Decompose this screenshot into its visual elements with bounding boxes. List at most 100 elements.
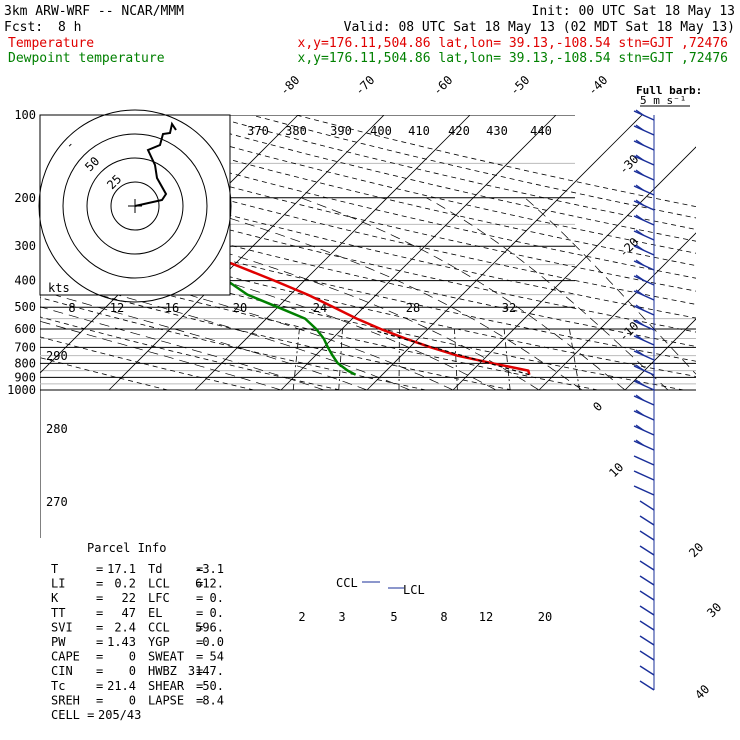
parcel-info-equals: = xyxy=(96,577,103,591)
wind-barb-flag xyxy=(635,349,645,356)
wind-barb-flag xyxy=(635,319,645,326)
wind-barb-flag xyxy=(635,244,645,251)
parcel-info-key: LAPSE xyxy=(148,693,184,707)
parcel-info-value: 0 xyxy=(129,664,136,678)
isotherm-line xyxy=(624,318,696,391)
parcel-info-value: 3147. xyxy=(188,664,224,678)
wind-barb-flag xyxy=(635,229,645,236)
wind-barb xyxy=(639,500,655,511)
lcl-label: LCL xyxy=(403,583,425,597)
dry-adiabat-line xyxy=(206,115,696,230)
theta-tick-label: 430 xyxy=(486,124,508,138)
parcel-info-equals: = xyxy=(196,606,203,620)
dry-adiabat-line xyxy=(40,297,426,391)
parcel-info-value: 50. xyxy=(202,679,224,693)
parcel-info-value: 0.0 xyxy=(202,635,224,649)
parcel-info-equals: = xyxy=(196,620,203,634)
wind-barbs xyxy=(633,109,655,691)
mixing-ratio-tick-label: 12 xyxy=(479,610,493,624)
parcel-info-equals: = xyxy=(96,562,103,576)
parcel-info-value: 2.4 xyxy=(114,620,136,634)
theta-tick-label: 290 xyxy=(46,349,68,363)
dry-adiabat-line xyxy=(40,336,254,391)
isotherm-tick-label: -70 xyxy=(352,73,377,98)
theta-tick-label: 370 xyxy=(247,124,269,138)
wind-barb-flag xyxy=(635,184,645,191)
pressure-tick-label: 200 xyxy=(14,191,36,205)
isotherm-tick-label: 20 xyxy=(686,540,706,560)
wind-barb-flag xyxy=(635,109,645,116)
barb-legend-line2: 5 m s⁻¹ xyxy=(640,94,686,107)
isotherm-tick-label: 30 xyxy=(704,600,724,620)
isotherm-line xyxy=(366,115,643,391)
wind-barb-flag xyxy=(635,214,645,221)
parcel-info-equals: = xyxy=(96,591,103,605)
parcel-info-key: TT xyxy=(51,606,65,620)
parcel-info-equals: = xyxy=(96,606,103,620)
mixing-ratio-tick-label: 28 xyxy=(406,301,420,315)
model-title: 3km ARW-WRF -- NCAR/MMM xyxy=(4,4,184,19)
hodograph-ring xyxy=(110,181,160,231)
isotherm-tick-label: -50 xyxy=(507,73,532,98)
parcel-info-key: SREH xyxy=(51,693,80,707)
parcel-info-background xyxy=(40,538,230,730)
wind-barb xyxy=(639,605,655,616)
wind-barb-flag xyxy=(635,409,645,416)
isotherm-line xyxy=(108,115,385,391)
wind-barb xyxy=(639,665,655,676)
parcel-info-equals: = xyxy=(96,635,103,649)
parcel-info-key: LCL xyxy=(148,577,170,591)
dry-adiabat-line xyxy=(295,115,696,208)
parcel-info-equals: = xyxy=(96,620,103,634)
isotherm-tick-label: 10 xyxy=(606,460,626,480)
dry-adiabat-line xyxy=(40,117,696,279)
wind-barb xyxy=(633,485,655,496)
hodograph-trace xyxy=(134,121,177,207)
dry-adiabat-line xyxy=(40,132,696,292)
isotherm-tick-label: -60 xyxy=(430,73,455,98)
theta-tick-label: 280 xyxy=(46,422,68,436)
parcel-info-key: CCL xyxy=(148,620,170,634)
isotherm-tick-label: -40 xyxy=(585,73,610,98)
theta-tick-label: 410 xyxy=(408,124,430,138)
wind-barb-flag xyxy=(635,289,645,296)
init-time: Init: 00 UTC Sat 18 May 13 xyxy=(532,4,736,19)
hodograph-ring xyxy=(86,157,184,255)
parcel-info-equals: = xyxy=(196,693,203,707)
pressure-tick-label: 400 xyxy=(14,274,36,288)
parcel-info-key: SVI xyxy=(51,620,73,634)
wind-barb-flag xyxy=(635,424,645,431)
parcel-info-key: YGP xyxy=(148,635,170,649)
dry-adiabat-line xyxy=(40,146,696,305)
parcel-info-equals: = xyxy=(196,562,203,576)
isotherm-tick-label: 0 xyxy=(590,399,605,414)
parcel-info-equals: = xyxy=(196,591,203,605)
wind-barb-flag xyxy=(635,139,645,146)
wind-barb-flag xyxy=(635,304,645,311)
parcel-info-equals: = xyxy=(196,650,203,664)
wind-barb-flag xyxy=(635,124,645,131)
pressure-tick-label: 100 xyxy=(14,108,36,122)
parcel-info-key: Tc xyxy=(51,679,65,693)
mixing-ratio-tick-label: 24 xyxy=(313,301,327,315)
parcel-info-equals: = xyxy=(96,693,103,707)
hodograph-ring xyxy=(62,133,208,279)
parcel-info-equals: = xyxy=(96,650,103,664)
dry-adiabat-line xyxy=(117,115,696,254)
parcel-info-value: 47 xyxy=(122,606,136,620)
parcel-info-value: 0 xyxy=(129,693,136,707)
dry-adiabat-line xyxy=(40,208,696,362)
wind-barb-flag xyxy=(635,379,645,386)
isotherm-line xyxy=(452,146,696,391)
parcel-info-key: K xyxy=(51,591,59,605)
parcel-info-value: 21.4 xyxy=(107,679,136,693)
wind-barb-flag xyxy=(635,154,645,161)
dewpoint-location: x,y=176.11,504.86 lat,lon= 39.13,-108.54… xyxy=(298,51,728,66)
parcel-info-key: EL xyxy=(148,606,162,620)
parcel-info-panel: Parcel Info T = 17.1 Td =-3.1LI = 0.2 LCL =612.K… xyxy=(40,538,230,730)
parcel-info-equals: = xyxy=(196,635,203,649)
moist-adiabat-line xyxy=(300,197,626,391)
isotherm-line xyxy=(711,115,740,390)
theta-tick-label: 270 xyxy=(46,495,68,509)
